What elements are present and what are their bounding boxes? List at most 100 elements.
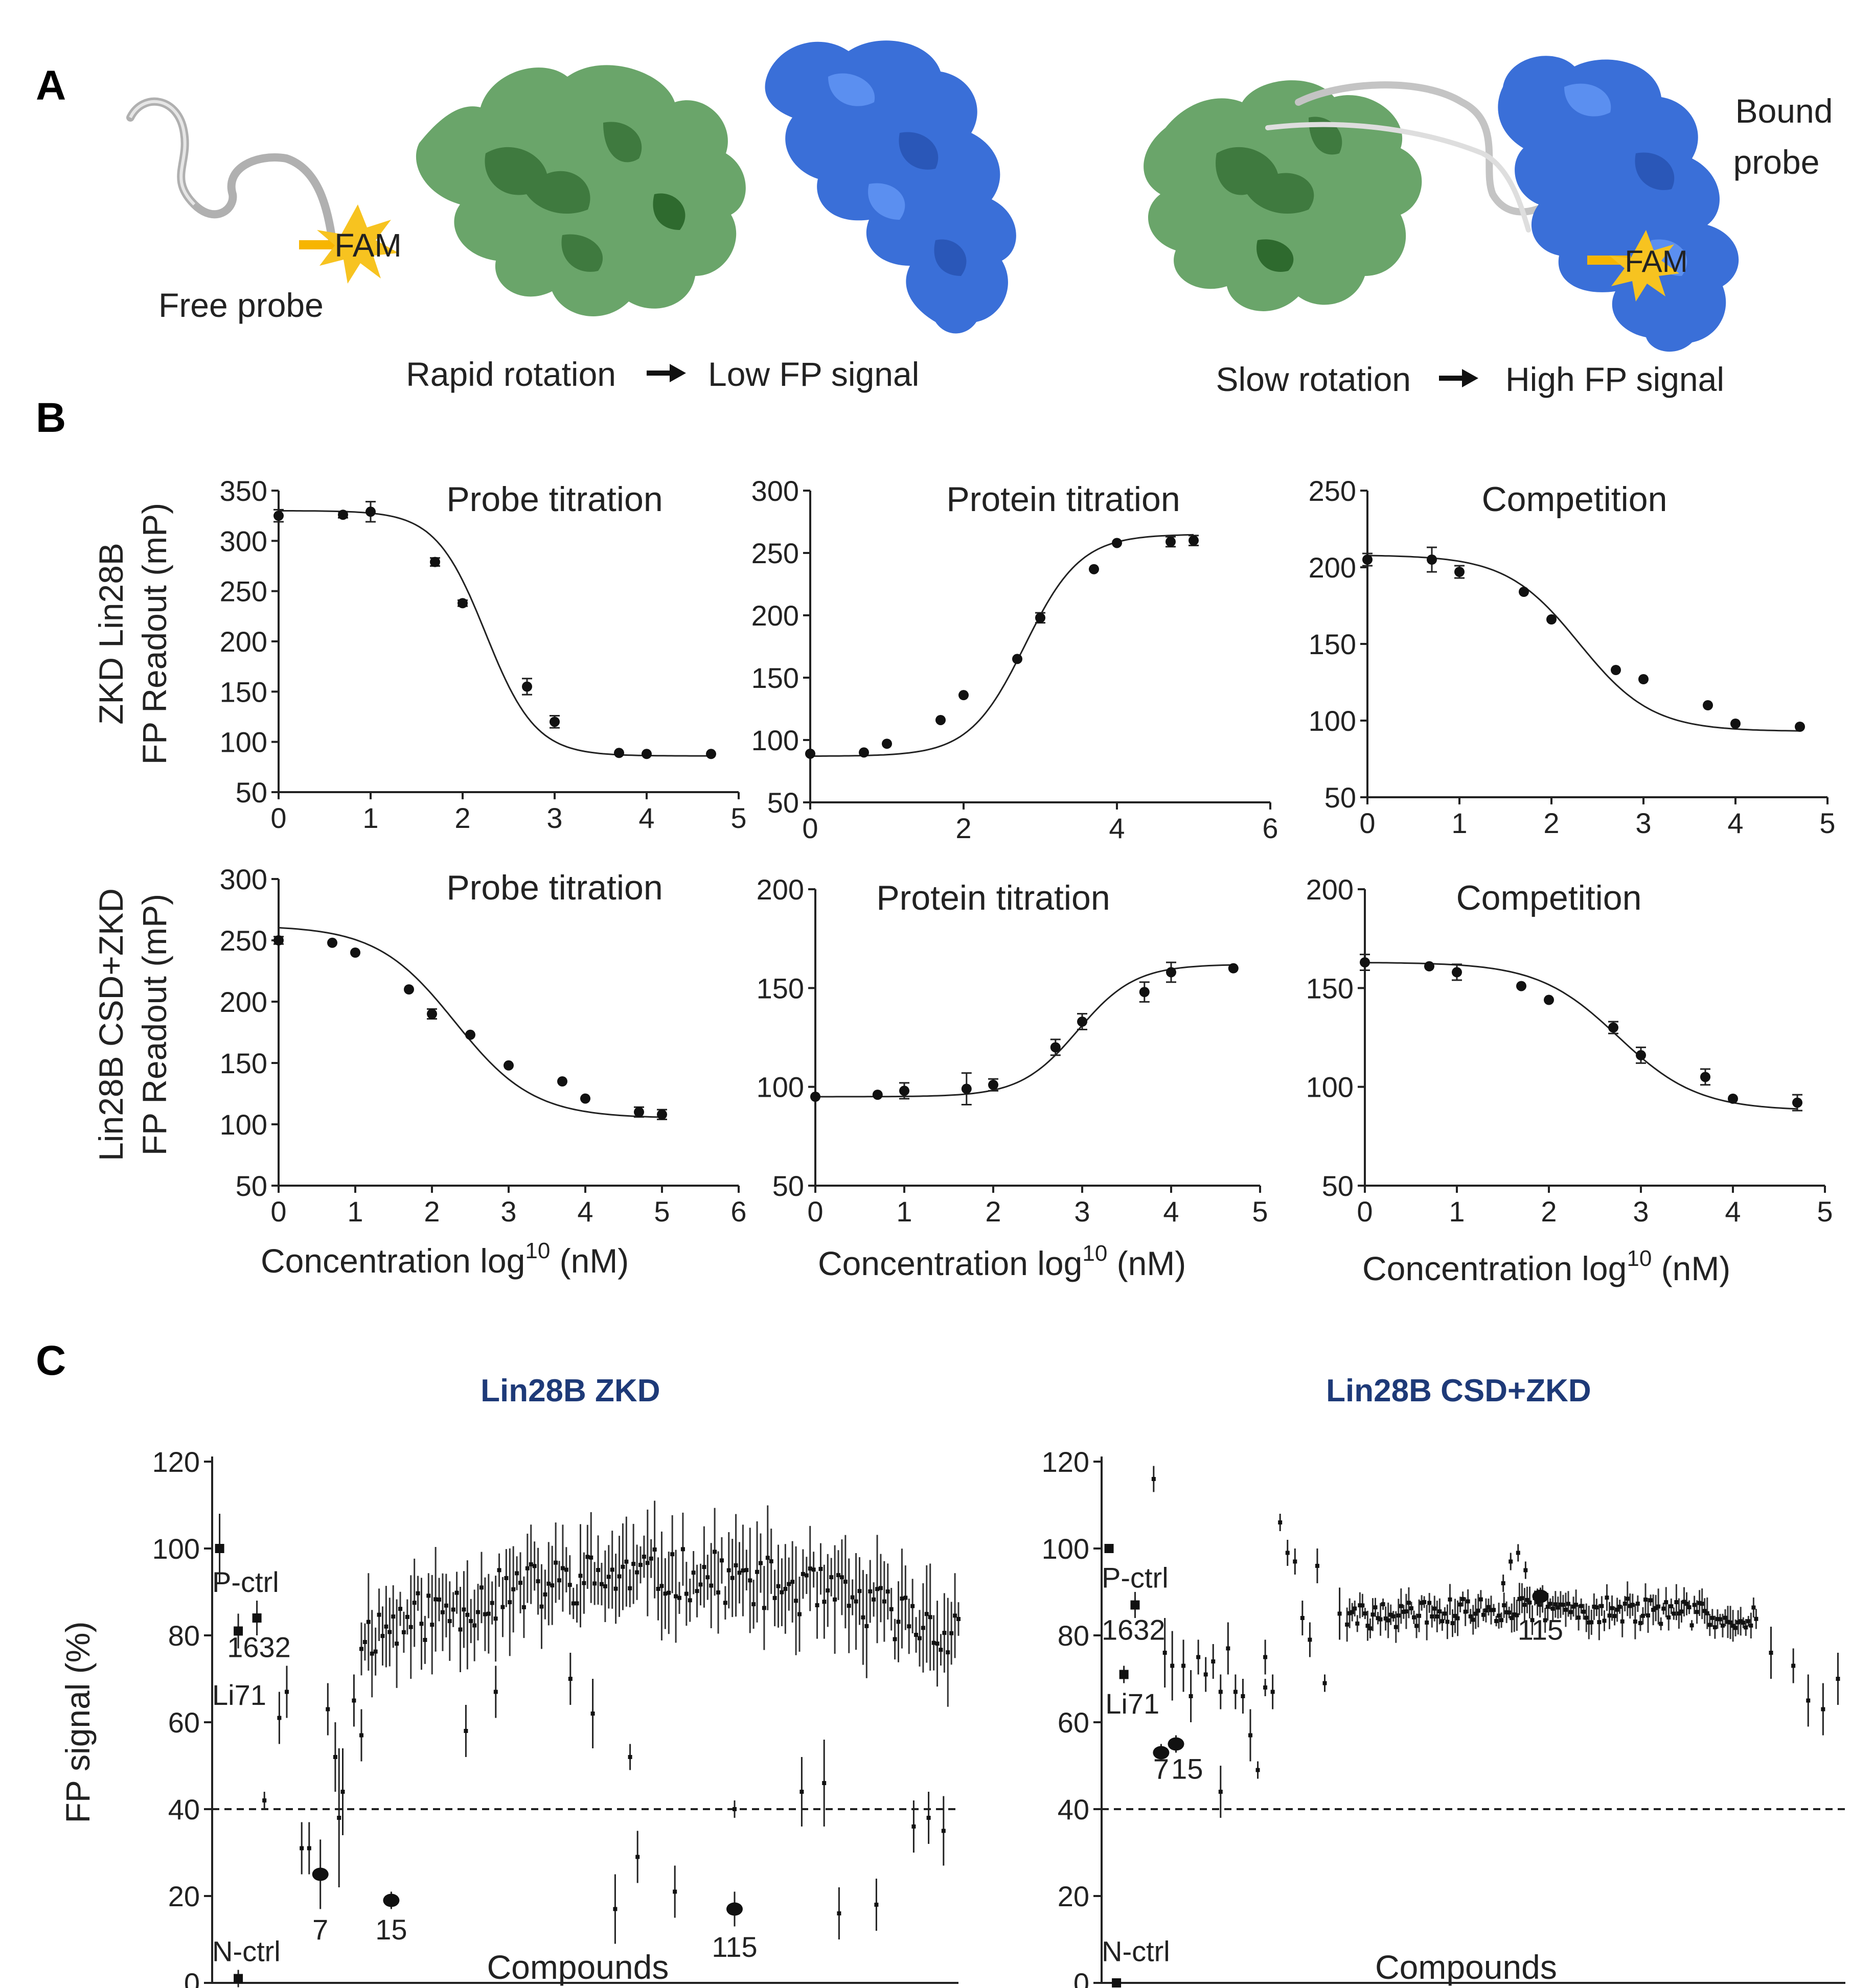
data-point <box>1630 1603 1635 1607</box>
data-point <box>585 1555 590 1559</box>
data-point <box>1602 1619 1607 1623</box>
data-point <box>1203 1672 1208 1677</box>
data-point <box>1370 1612 1375 1617</box>
data-point <box>1684 1602 1689 1606</box>
x-tick-label: 3 <box>500 1195 516 1228</box>
chart-title: Probe titration <box>446 868 662 907</box>
x-tick-label: 4 <box>1727 807 1743 839</box>
data-point <box>1597 1620 1602 1625</box>
y-tick-label: 150 <box>220 676 267 708</box>
xlabel-col3: Concentration log10 (nM) <box>1362 1246 1730 1287</box>
x-tick-label: 3 <box>1074 1195 1090 1228</box>
xlabel-col1-unit: (nM) <box>550 1242 629 1280</box>
x-tick-label: 5 <box>1817 1195 1833 1228</box>
data-point <box>1741 1621 1746 1625</box>
data-point <box>910 1604 915 1608</box>
y-tick-label: 50 <box>767 787 799 819</box>
point-annotation: P-ctrl <box>212 1566 279 1598</box>
data-point <box>614 748 624 758</box>
data-point <box>878 1586 883 1590</box>
data-point <box>1263 1685 1268 1690</box>
data-point <box>1615 1607 1619 1612</box>
data-point <box>1233 1690 1238 1694</box>
data-point <box>811 1567 816 1572</box>
y-tick-label: 60 <box>1058 1706 1089 1739</box>
data-point <box>365 506 376 517</box>
x-axis-label: Compounds <box>487 1948 669 1986</box>
y-tick-label: 50 <box>1324 781 1356 814</box>
xlabel-col2-main: Concentration log <box>818 1244 1082 1282</box>
data-point <box>1599 1604 1604 1608</box>
data-point <box>1656 1604 1661 1609</box>
x-tick-label: 2 <box>1543 807 1559 839</box>
svg-text:Concentration log10 (nM): Concentration log10 (nM) <box>261 1238 629 1280</box>
data-point <box>419 1622 424 1626</box>
data-point <box>532 1564 537 1568</box>
point-annotation: N-ctrl <box>1102 1935 1170 1968</box>
data-point <box>416 1591 420 1596</box>
data-point <box>462 1607 466 1612</box>
data-point <box>755 1569 760 1574</box>
data-point <box>931 1640 936 1645</box>
hit-point <box>1168 1737 1184 1751</box>
y-tick-label: 200 <box>751 599 799 632</box>
left-caption-rapid: Rapid rotation <box>406 355 616 393</box>
x-tick-label: 6 <box>730 1195 746 1228</box>
x-tick-label: 4 <box>1163 1195 1179 1228</box>
control-point <box>234 1626 243 1636</box>
data-point <box>440 1610 445 1614</box>
chart-b-3: 50 100 150 200 250 300 0 1 2 3 4 5 6 Probe titration <box>220 863 747 1228</box>
data-point <box>380 1634 385 1638</box>
data-point <box>1396 1613 1401 1618</box>
data-point <box>387 1630 392 1634</box>
y-tick-label: 300 <box>220 525 267 557</box>
data-point <box>1679 1609 1684 1614</box>
data-point <box>882 1599 886 1604</box>
data-point <box>673 1889 677 1894</box>
x-tick-label: 2 <box>424 1195 440 1228</box>
data-point <box>1718 1617 1722 1622</box>
x-tick-label: 3 <box>1635 807 1651 839</box>
data-point <box>730 1576 735 1580</box>
y-tick-label: 80 <box>1058 1620 1089 1652</box>
data-point <box>769 1559 773 1564</box>
data-point <box>1430 1614 1434 1619</box>
data-point <box>560 1566 565 1570</box>
point-annotation: 1632 <box>227 1631 291 1663</box>
data-point <box>1754 1616 1758 1621</box>
control-point <box>215 1544 224 1553</box>
y-tick-label: 100 <box>1309 705 1356 737</box>
y-tick-label: 100 <box>1042 1533 1089 1565</box>
data-point <box>430 557 440 567</box>
data-point <box>326 1707 330 1712</box>
data-point <box>458 1627 463 1632</box>
data-point <box>1463 1609 1468 1614</box>
data-point <box>500 1605 505 1609</box>
data-point <box>1468 1614 1473 1619</box>
data-point <box>465 1029 475 1040</box>
data-point <box>808 1566 812 1571</box>
x-tick-label: 0 <box>1357 1195 1373 1228</box>
data-point <box>748 1578 752 1583</box>
data-point <box>1579 1604 1584 1608</box>
data-point <box>1139 987 1150 998</box>
data-point <box>882 738 892 749</box>
data-point <box>1350 1610 1355 1614</box>
point-annotation: 15 <box>375 1913 407 1946</box>
data-point <box>504 1060 514 1071</box>
data-point <box>1501 1581 1505 1585</box>
data-point <box>674 1594 678 1599</box>
data-point <box>1466 1599 1470 1604</box>
data-point <box>737 1570 742 1575</box>
xlabel-col2-sup: 10 <box>1082 1241 1107 1266</box>
data-point <box>723 1601 727 1605</box>
data-point <box>1836 1677 1840 1681</box>
data-point <box>1730 719 1741 729</box>
hit-point <box>1532 1589 1549 1603</box>
data-point <box>1453 1613 1457 1618</box>
data-point <box>903 1596 908 1600</box>
data-point <box>1427 554 1437 565</box>
data-point <box>430 1623 435 1627</box>
data-point <box>783 1587 788 1591</box>
data-point <box>772 1596 777 1600</box>
